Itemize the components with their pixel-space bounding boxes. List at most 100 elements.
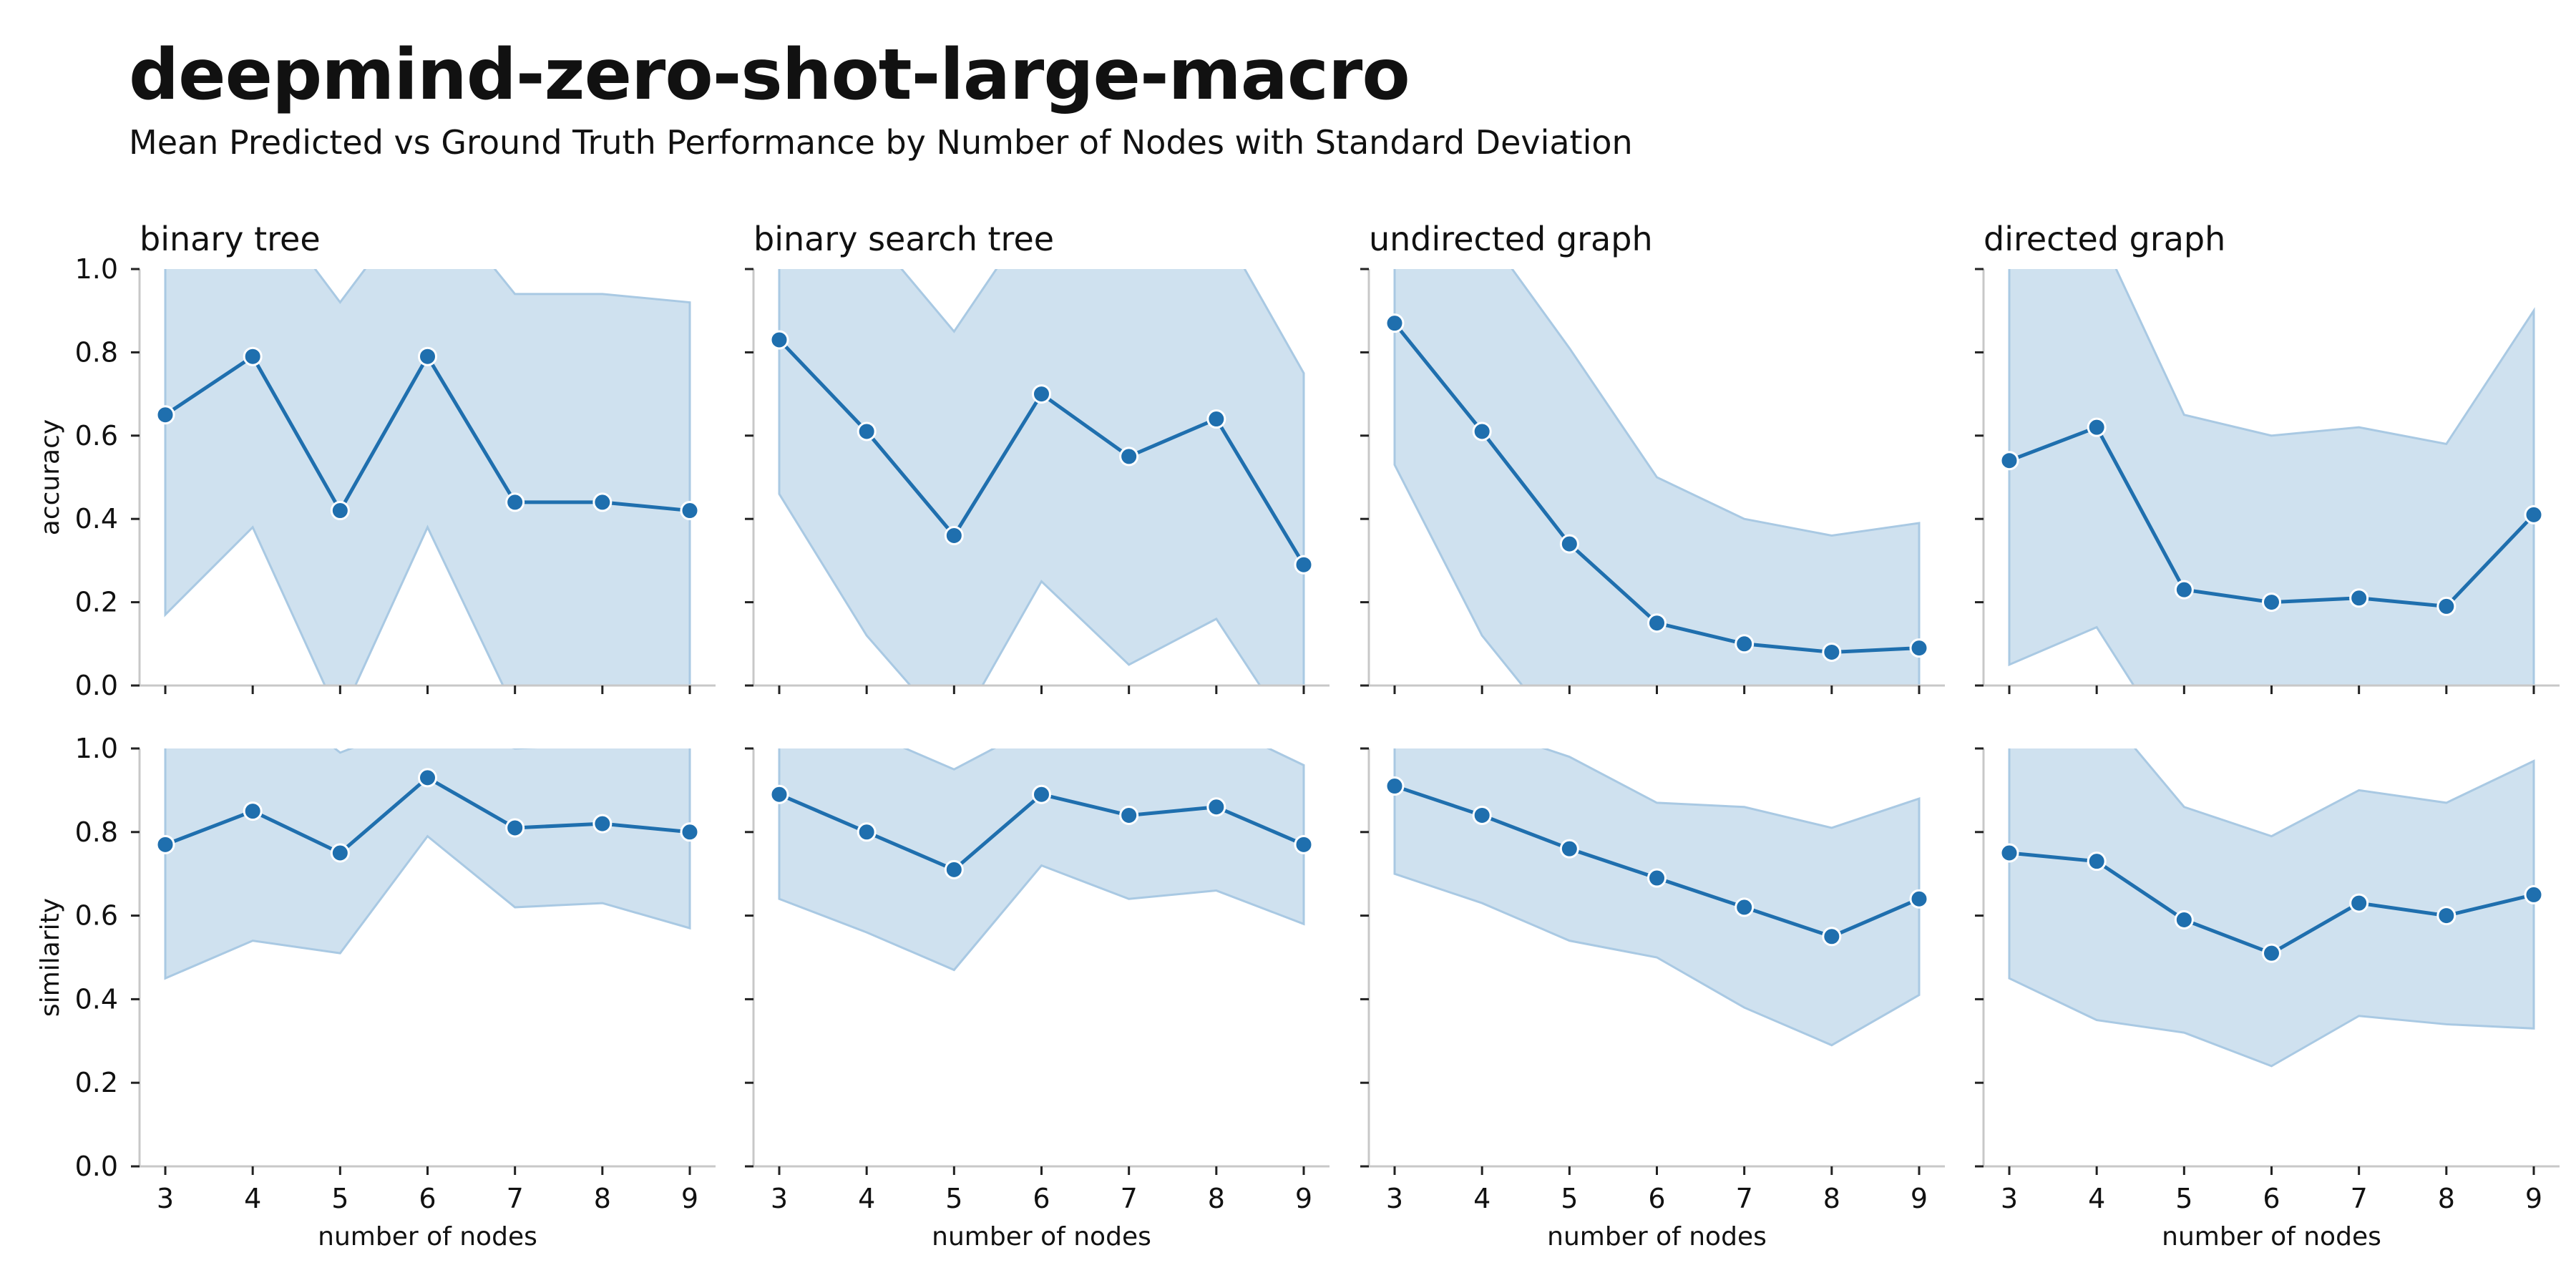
std-band	[1393, 269, 1921, 686]
figure-title: deepmind-zero-shot-large-macro	[129, 34, 1410, 116]
figure-subtitle: Mean Predicted vs Ground Truth Performan…	[129, 123, 1633, 162]
data-point[interactable]	[1032, 784, 1051, 804]
data-point[interactable]	[1735, 897, 1755, 917]
data-point[interactable]	[330, 843, 350, 863]
y-tick-label: 0.8	[75, 336, 118, 368]
x-tick-label: 9	[1295, 1183, 1312, 1214]
data-point[interactable]	[2436, 596, 2457, 616]
data-point[interactable]	[2262, 943, 2281, 963]
data-point[interactable]	[2524, 504, 2544, 525]
data-point[interactable]	[1119, 805, 1139, 825]
data-point[interactable]	[1999, 843, 2019, 863]
x-axis-label: number of nodes	[318, 1222, 537, 1252]
data-point[interactable]	[680, 822, 700, 842]
data-point[interactable]	[2262, 592, 2281, 613]
data-point[interactable]	[769, 330, 789, 350]
x-tick-label: 6	[1648, 1183, 1665, 1214]
y-axis-label: similarity	[36, 898, 65, 1017]
x-tick-label: 8	[594, 1183, 611, 1214]
data-point[interactable]	[1559, 534, 1579, 554]
data-point[interactable]	[1735, 634, 1755, 654]
y-tick-label: 0.6	[75, 900, 118, 932]
panel-title: undirected graph	[1369, 220, 1653, 258]
data-point[interactable]	[1385, 313, 1405, 333]
x-tick-label: 7	[2351, 1183, 2368, 1214]
data-point[interactable]	[155, 405, 175, 425]
y-tick-label: 0.2	[75, 587, 118, 618]
data-point[interactable]	[1647, 613, 1667, 633]
data-point[interactable]	[2349, 588, 2369, 608]
data-point[interactable]	[505, 818, 525, 838]
data-point[interactable]	[1822, 927, 1842, 947]
x-tick-label: 8	[1208, 1183, 1225, 1214]
data-point[interactable]	[680, 501, 700, 521]
x-tick-label: 4	[1473, 1183, 1491, 1214]
data-point[interactable]	[2174, 580, 2194, 600]
data-point[interactable]	[155, 834, 175, 854]
x-tick-label: 4	[2088, 1183, 2105, 1214]
data-point[interactable]	[1472, 421, 1492, 441]
data-point[interactable]	[2174, 909, 2194, 930]
std-band	[1393, 748, 1921, 1047]
data-point[interactable]	[243, 801, 263, 821]
std-band	[778, 269, 1305, 686]
x-tick-label: 4	[858, 1183, 875, 1214]
data-point[interactable]	[1294, 834, 1314, 854]
data-point[interactable]	[2349, 893, 2369, 913]
x-tick-label: 8	[1823, 1183, 1840, 1214]
data-point[interactable]	[2524, 884, 2544, 904]
x-tick-label: 9	[1911, 1183, 1928, 1214]
data-point[interactable]	[1822, 642, 1842, 662]
data-point[interactable]	[1206, 797, 1226, 817]
data-point[interactable]	[944, 859, 964, 879]
y-tick-label: 0.6	[75, 420, 118, 452]
y-tick-label: 0.0	[75, 1151, 118, 1182]
data-point[interactable]	[592, 814, 613, 834]
x-tick-label: 9	[681, 1183, 698, 1214]
std-band	[164, 748, 691, 980]
data-point[interactable]	[769, 784, 789, 804]
data-point[interactable]	[1294, 555, 1314, 575]
x-axis-label: number of nodes	[2162, 1222, 2381, 1252]
data-point[interactable]	[243, 346, 263, 366]
data-point[interactable]	[944, 525, 964, 545]
data-point[interactable]	[1206, 409, 1226, 429]
data-point[interactable]	[418, 346, 437, 366]
data-point[interactable]	[1385, 776, 1405, 796]
std-band	[2008, 269, 2535, 686]
data-point[interactable]	[2087, 852, 2107, 872]
x-tick-label: 5	[945, 1183, 962, 1214]
data-point[interactable]	[1999, 451, 2019, 471]
x-tick-label: 6	[1033, 1183, 1050, 1214]
x-tick-label: 3	[771, 1183, 788, 1214]
data-point[interactable]	[1559, 839, 1579, 859]
x-tick-label: 5	[2175, 1183, 2192, 1214]
data-point[interactable]	[418, 768, 437, 788]
data-point[interactable]	[2436, 906, 2457, 926]
x-tick-label: 3	[2001, 1183, 2018, 1214]
data-point[interactable]	[1647, 868, 1667, 888]
data-point[interactable]	[857, 421, 877, 441]
y-tick-label: 1.0	[75, 253, 118, 285]
y-tick-label: 1.0	[75, 733, 118, 764]
y-tick-label: 0.4	[75, 983, 118, 1015]
data-point[interactable]	[592, 492, 613, 512]
data-point[interactable]	[330, 501, 350, 521]
x-tick-label: 8	[2438, 1183, 2455, 1214]
x-tick-label: 7	[507, 1183, 524, 1214]
data-point[interactable]	[505, 492, 525, 512]
x-tick-label: 5	[1561, 1183, 1578, 1214]
data-point[interactable]	[1119, 447, 1139, 467]
y-axis-label: accuracy	[36, 419, 65, 535]
data-point[interactable]	[1909, 889, 1929, 909]
data-point[interactable]	[1032, 384, 1051, 404]
x-tick-label: 7	[1121, 1183, 1138, 1214]
data-point[interactable]	[1472, 805, 1492, 825]
std-band	[2008, 748, 2535, 1068]
x-tick-label: 6	[2263, 1183, 2280, 1214]
x-tick-label: 6	[419, 1183, 436, 1214]
data-point[interactable]	[2087, 417, 2107, 437]
x-axis-label: number of nodes	[932, 1222, 1151, 1252]
data-point[interactable]	[857, 822, 877, 842]
data-point[interactable]	[1909, 638, 1929, 658]
